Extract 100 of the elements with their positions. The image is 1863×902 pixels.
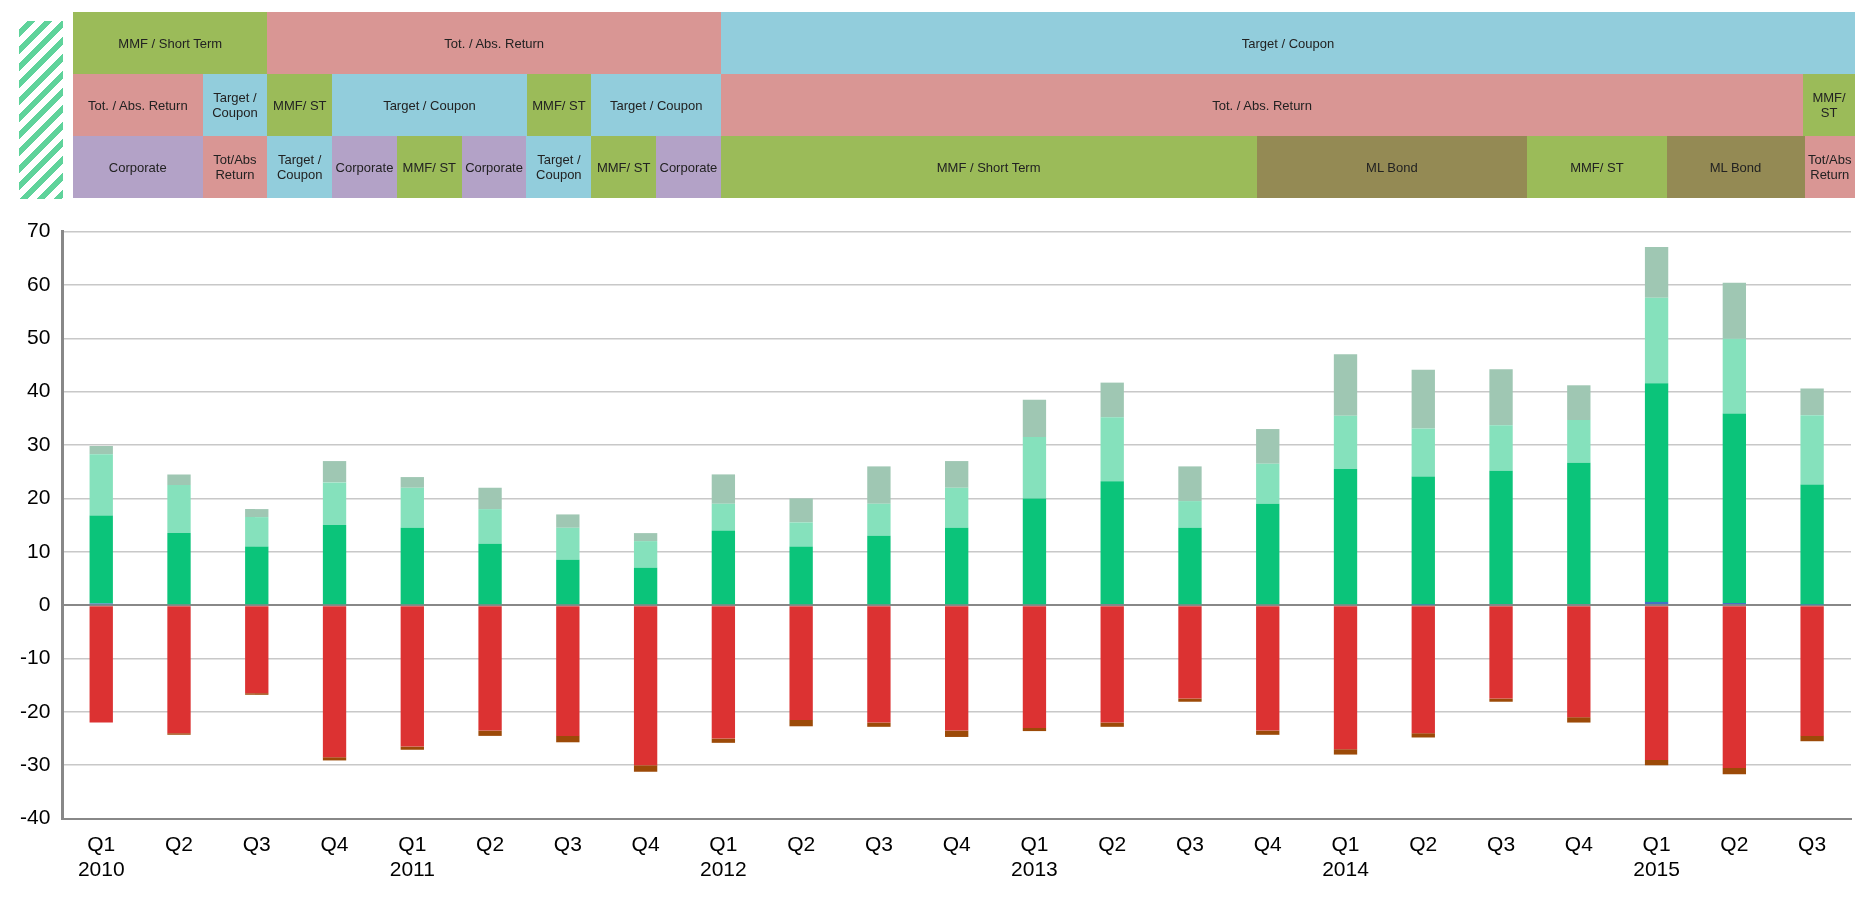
bar xyxy=(867,606,891,723)
text: Target / Coupon xyxy=(202,74,268,136)
bar xyxy=(867,503,891,536)
text: Corporate xyxy=(461,136,527,198)
x-tick-label: Q2 xyxy=(787,832,816,855)
x-tick-label: Q4 xyxy=(1253,832,1283,855)
x-tick-label: Q3 xyxy=(864,832,893,855)
bar xyxy=(1333,606,1358,750)
bar xyxy=(89,515,113,604)
bar xyxy=(322,757,347,761)
y-tick-label: 70 xyxy=(26,218,51,242)
bar xyxy=(167,533,191,605)
bar xyxy=(1256,429,1280,464)
bar xyxy=(789,606,813,720)
bar xyxy=(322,525,347,605)
text: Corporate xyxy=(332,136,397,198)
bar xyxy=(1489,470,1513,605)
x-tick-label: Q1 2014 xyxy=(1322,832,1370,881)
bar xyxy=(945,461,969,488)
bar xyxy=(1644,759,1669,766)
bar xyxy=(1333,469,1358,605)
bar xyxy=(1411,733,1435,738)
bar xyxy=(711,606,736,739)
text: Corporate xyxy=(73,136,203,198)
bar xyxy=(1489,425,1513,471)
bar xyxy=(1644,601,1669,605)
x-tick-label: Q3 xyxy=(1798,832,1827,855)
text: ML Bond xyxy=(1666,136,1805,198)
y-tick-label: -10 xyxy=(19,645,51,669)
bar xyxy=(89,454,113,516)
bar xyxy=(1256,606,1280,731)
bar xyxy=(556,527,580,560)
bar xyxy=(322,606,347,758)
bar xyxy=(789,719,813,727)
bar xyxy=(945,730,969,737)
text: Tot. / Abs. Return xyxy=(267,12,721,74)
text: MMF/ ST xyxy=(526,74,592,136)
bar xyxy=(1800,388,1824,416)
y-tick-label: -20 xyxy=(19,698,51,722)
bar xyxy=(1256,730,1280,735)
x-tick-label: Q2 xyxy=(1409,832,1438,855)
x-tick-label: Q3 xyxy=(553,832,582,855)
bar xyxy=(1567,606,1591,718)
bar xyxy=(1178,501,1202,528)
bar xyxy=(1722,767,1747,775)
bar xyxy=(400,746,424,750)
bar xyxy=(1644,606,1669,760)
bar xyxy=(1100,382,1124,418)
bar xyxy=(1722,606,1747,768)
text: MMF/ ST xyxy=(591,136,657,198)
bar xyxy=(1100,606,1124,723)
bar xyxy=(556,735,580,743)
bar xyxy=(478,509,502,544)
x-tick-label: Q1 2011 xyxy=(389,832,435,881)
bar xyxy=(633,541,658,568)
bar xyxy=(1722,338,1747,414)
bar xyxy=(711,474,736,504)
bar xyxy=(1178,606,1202,699)
text: Target / Coupon xyxy=(267,136,333,198)
bar xyxy=(167,474,191,486)
bar xyxy=(478,543,502,605)
bar xyxy=(945,527,969,605)
text: MMF / Short Term xyxy=(73,12,268,74)
bar xyxy=(1800,735,1824,742)
bar xyxy=(478,606,502,731)
text: Target / Coupon xyxy=(591,74,721,136)
x-tick-label: Q4 xyxy=(631,832,660,855)
bar xyxy=(1022,437,1047,499)
y-tick-label: 30 xyxy=(26,431,51,455)
bar xyxy=(1333,749,1358,755)
bar xyxy=(556,559,580,605)
text: MMF / Short Term xyxy=(720,136,1257,198)
bar xyxy=(1022,399,1047,438)
bar xyxy=(89,606,113,723)
bar xyxy=(1411,606,1435,734)
x-tick-label: Q2 xyxy=(164,832,194,855)
bar xyxy=(1722,282,1747,339)
bar xyxy=(1411,476,1435,605)
bar xyxy=(1022,498,1047,605)
bar xyxy=(400,487,424,528)
text: MMF/ ST xyxy=(1527,136,1667,198)
bar xyxy=(556,606,580,736)
bar xyxy=(633,765,658,772)
bar xyxy=(633,606,658,766)
bar xyxy=(1256,503,1280,605)
bar xyxy=(245,517,269,547)
y-tick-label: 10 xyxy=(26,538,51,562)
bar xyxy=(1489,698,1513,702)
bar xyxy=(711,530,736,605)
bar xyxy=(478,730,502,736)
y-tick-label: 20 xyxy=(26,485,51,509)
bar xyxy=(1567,385,1591,420)
x-tick-label: Q2 xyxy=(476,832,505,855)
bar xyxy=(711,738,736,743)
bar xyxy=(1489,606,1513,699)
bar xyxy=(245,606,269,694)
bar xyxy=(322,482,347,526)
bar xyxy=(1644,247,1669,298)
bar xyxy=(945,606,969,731)
bar xyxy=(1022,727,1047,732)
